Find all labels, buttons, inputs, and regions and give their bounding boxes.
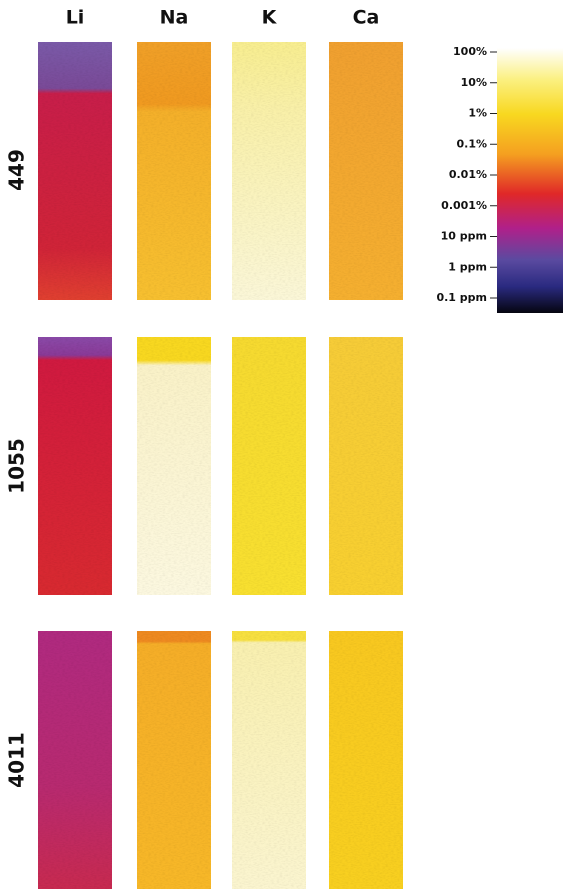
column-label: Li [66,7,85,29]
row-label: 449 [5,149,29,191]
map-texture [329,631,403,889]
colorbar-tick-label: 10% [461,76,487,89]
map-grid [38,42,403,889]
row-label: 4011 [5,732,29,788]
colorbar [497,48,563,313]
map-texture [137,42,211,300]
colorbar-tick-label: 0.1 ppm [436,291,487,304]
colorbar-tick-label: 10 ppm [441,230,487,243]
colorbar-ticks: 100% 10% 1% 0.1% 0.01% 0.001% 10 ppm 1 ppm 0.1 p… [436,45,497,304]
map-texture [232,631,306,889]
map-texture [329,42,403,300]
column-label: K [262,7,278,29]
map-texture [38,631,112,889]
map-texture [329,337,403,595]
colorbar-tick-label: 0.001% [441,199,487,212]
map-texture [38,42,112,300]
map-texture [232,337,306,595]
map-texture [137,631,211,889]
column-label: Na [160,7,189,29]
figure: Li Na K Ca 449 1055 4011 100% 10% 1% 0.1% 0.… [0,0,565,890]
map-texture [137,337,211,595]
colorbar-tick-label: 0.1% [456,137,487,150]
colorbar-tick-label: 100% [453,45,487,58]
row-label: 1055 [5,438,29,494]
colorbar-tick-label: 1% [468,107,487,120]
column-label: Ca [353,7,380,29]
colorbar-tick-label: 0.01% [449,168,487,181]
map-texture [38,337,112,595]
map-texture [232,42,306,300]
colorbar-tick-label: 1 ppm [448,260,487,273]
